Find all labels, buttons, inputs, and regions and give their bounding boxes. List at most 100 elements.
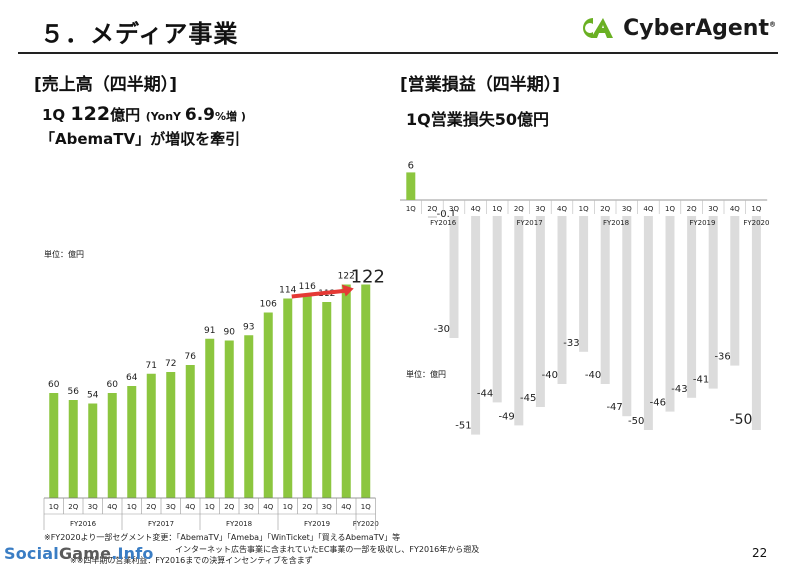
revenue-quarter-tick: 1Q <box>127 503 137 511</box>
revenue-section-title: [売上高（四半期）] <box>34 75 178 95</box>
revenue-value-label: 54 <box>87 391 99 401</box>
profit-value-label: -0.1 <box>437 209 457 220</box>
revenue-value-label: 122 <box>351 267 385 288</box>
profit-fiscal-year-label: FY2020 <box>743 219 769 227</box>
revenue-quarter-tick: 1Q <box>205 503 215 511</box>
profit-bar <box>579 216 589 352</box>
header-divider <box>18 52 778 54</box>
profit-quarter-tick: 1Q <box>579 205 589 213</box>
profit-bar <box>514 216 524 426</box>
revenue-bar <box>88 403 98 498</box>
revenue-bar <box>185 365 195 498</box>
profit-bar <box>600 216 610 384</box>
revenue-bar <box>244 335 254 498</box>
profit-quarter-tick: 4Q <box>730 205 740 213</box>
growth-arrow-shaft <box>291 288 348 299</box>
profit-quarter-tick: 4Q <box>471 205 481 213</box>
revenue-quarter-tick: 3Q <box>244 503 254 511</box>
profit-bar <box>471 216 481 435</box>
profit-quarter-tick: 1Q <box>406 205 416 213</box>
profit-bar <box>449 216 459 338</box>
profit-bar <box>687 216 697 398</box>
revenue-bar <box>224 340 234 498</box>
revenue-bar <box>205 338 215 498</box>
operating-profit-unit-label: 単位：億円 <box>406 370 446 379</box>
revenue-quarter-tick: 2Q <box>68 503 78 511</box>
revenue-bar <box>146 373 156 498</box>
profit-quarter-tick: 3Q <box>622 205 632 213</box>
profit-value-label: -44 <box>477 388 493 399</box>
revenue-value-label: 114 <box>279 286 296 296</box>
profit-bar <box>665 216 675 412</box>
revenue-bar <box>361 284 371 498</box>
revenue-value-label: 71 <box>146 361 157 371</box>
revenue-value-label: 91 <box>204 326 215 336</box>
footnote-operating-profit: ※※四半期の営業利益：FY2016までの決算インセンティブを含まず <box>70 556 313 565</box>
revenue-value-label: 56 <box>68 387 80 397</box>
profit-value-label: -43 <box>671 384 687 395</box>
revenue-value-label: 93 <box>243 322 254 332</box>
profit-quarter-tick: 2Q <box>600 205 610 213</box>
profit-quarter-tick: 1Q <box>751 205 761 213</box>
revenue-value-label: 60 <box>48 380 60 390</box>
revenue-driver-text: 「AbemaTV」が増収を牽引 <box>40 130 241 148</box>
revenue-fiscal-year-label: FY2020 <box>353 520 379 528</box>
profit-quarter-tick: 3Q <box>708 205 718 213</box>
profit-bar <box>643 216 653 430</box>
revenue-bar <box>341 284 351 498</box>
profit-quarter-tick: 2Q <box>427 205 437 213</box>
footnote-segment-change: ※FY2020より一部セグメント変更：「AbemaTV」「Ameba」「WinT… <box>44 533 401 542</box>
profit-quarter-tick: 4Q <box>643 205 653 213</box>
revenue-quarter-tick: 2Q <box>224 503 234 511</box>
revenue-quarter-tick: 4Q <box>185 503 195 511</box>
revenue-quarter-tick: 2Q <box>146 503 156 511</box>
profit-bar <box>535 216 545 407</box>
profit-quarter-tick: 1Q <box>665 205 675 213</box>
revenue-highlight: 1Q 122億円 (YonY 6.9%増 ) <box>42 103 246 125</box>
profit-quarter-tick: 2Q <box>514 205 524 213</box>
profit-fiscal-year-label: FY2017 <box>517 219 543 227</box>
profit-value-label: 6 <box>408 160 414 171</box>
revenue-value-label: 116 <box>299 282 316 292</box>
profit-quarter-tick: 2Q <box>687 205 697 213</box>
revenue-quarter-tick: 3Q <box>166 503 176 511</box>
profit-bar <box>622 216 632 417</box>
profit-quarter-tick: 4Q <box>557 205 567 213</box>
revenue-bar <box>263 312 273 498</box>
profit-value-label: -51 <box>455 421 471 432</box>
logo-text: CyberAgent® <box>623 15 776 41</box>
operating-profit-section-title: [営業損益（四半期）] <box>400 75 561 95</box>
profit-value-label: -33 <box>563 338 579 349</box>
operating-profit-highlight: 1Q営業損失50億円 <box>406 110 550 129</box>
profit-bar <box>427 216 437 218</box>
revenue-fiscal-year-label: FY2019 <box>304 520 330 528</box>
revenue-value-label: 60 <box>107 380 119 390</box>
revenue-quarter-tick: 1Q <box>361 503 371 511</box>
profit-fiscal-year-label: FY2016 <box>430 219 457 227</box>
revenue-fiscal-year-label: FY2017 <box>148 520 174 528</box>
revenue-bar <box>68 400 78 498</box>
revenue-value-label: 64 <box>126 373 138 383</box>
profit-fiscal-year-label: FY2018 <box>603 219 629 227</box>
profit-value-label: -36 <box>714 352 730 363</box>
revenue-quarter-tick: 4Q <box>107 503 117 511</box>
revenue-bar <box>49 393 59 498</box>
profit-bar <box>730 216 740 366</box>
profit-bar <box>492 216 502 403</box>
revenue-bar <box>127 386 137 498</box>
profit-quarter-tick: 3Q <box>449 205 459 213</box>
revenue-quarter-tick: 3Q <box>322 503 332 511</box>
profit-value-label: -40 <box>542 370 558 381</box>
revenue-quarter-tick: 3Q <box>88 503 98 511</box>
revenue-quarter-tick: 4Q <box>341 503 351 511</box>
profit-value-label: -30 <box>434 324 450 335</box>
revenue-bar <box>322 302 332 498</box>
revenue-value-label: 90 <box>224 328 236 338</box>
profit-value-label: -45 <box>520 393 536 404</box>
profit-bar <box>708 216 718 389</box>
profit-bar <box>751 216 761 430</box>
profit-quarter-tick: 1Q <box>492 205 502 213</box>
profit-value-label: -40 <box>585 370 601 381</box>
